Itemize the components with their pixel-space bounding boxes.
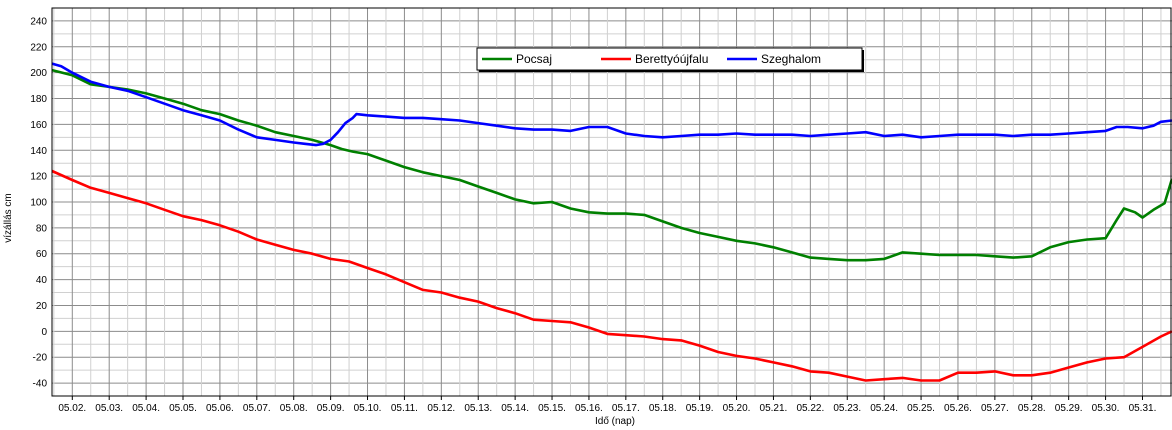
y-tick-label: 180 [30,94,47,105]
legend-label: Berettyóújfalu [635,52,708,66]
x-tick-label: 05.30. [1092,403,1120,414]
x-tick-label: 05.06. [206,403,234,414]
series-line-berettyóújfalu [51,169,1172,382]
y-tick-label: 240 [30,16,47,27]
grid-lines [52,7,1172,400]
x-tick-label: 05.28. [1018,403,1046,414]
y-tick-label: 140 [30,146,47,157]
y-tick-label: 40 [36,275,48,286]
x-tick-label: 05.18. [649,403,677,414]
x-tick-label: 05.16. [575,403,603,414]
x-tick-label: 05.14. [501,403,529,414]
series-line-szeghalom [51,62,1172,147]
x-tick-label: 05.09. [317,403,345,414]
x-tick-label: 05.08. [280,403,308,414]
y-tick-label: 200 [30,68,47,79]
x-tick-label: 05.29. [1055,403,1083,414]
x-tick-label: 05.13. [464,403,492,414]
y-tick-label: 220 [30,42,47,53]
x-axis-title: Idő (nap) [595,416,635,427]
legend-box [476,47,863,71]
y-tick-label: 160 [30,120,47,131]
x-tick-label: 05.04. [132,403,160,414]
x-tick-label: 05.03. [95,403,123,414]
x-tick-label: 05.12. [427,403,455,414]
x-tick-label: 05.26. [944,403,972,414]
y-tick-label: 80 [36,223,48,234]
y-axis-title: vízállás cm [3,193,14,242]
series-line-pocsaj [51,68,1172,262]
y-tick-label: -40 [33,379,48,390]
plot-frame [51,7,1172,397]
x-tick-label: 05.19. [686,403,714,414]
y-tick-label: 100 [30,198,47,209]
x-tick-label: 05.11. [391,403,418,414]
y-tick-label: 0 [41,327,47,338]
x-tick-label: 05.22. [796,403,824,414]
x-tick-label: 05.31. [1129,403,1157,414]
x-tick-label: 05.05. [169,403,197,414]
y-tick-label: 60 [36,249,48,260]
x-tick-label: 05.02. [58,403,86,414]
x-tick-label: 05.24. [870,403,898,414]
x-tick-label: 05.23. [833,403,861,414]
x-tick-label: 05.21. [760,403,788,414]
y-tick-label: 20 [36,301,48,312]
x-tick-label: 05.15. [538,403,566,414]
legend: Pocsaj Berettyóújfalu Szeghalom [476,47,864,72]
legend-label: Pocsaj [516,52,552,66]
x-tick-label: 05.07. [243,403,271,414]
x-tick-label: 05.20. [723,403,751,414]
legend-label: Szeghalom [761,52,821,66]
x-tick-label: 05.17. [612,403,640,414]
x-tick-labels: 05.02. 05.03. 05.04. 05.05. 05.06. 05.07. 05.0… [58,403,1156,414]
y-tick-label: -20 [33,353,48,364]
x-tick-label: 05.25. [907,403,935,414]
y-tick-label: 120 [30,172,47,183]
series-lines [51,62,1172,382]
x-tick-label: 05.10. [354,403,382,414]
x-tick-label: 05.27. [981,403,1009,414]
